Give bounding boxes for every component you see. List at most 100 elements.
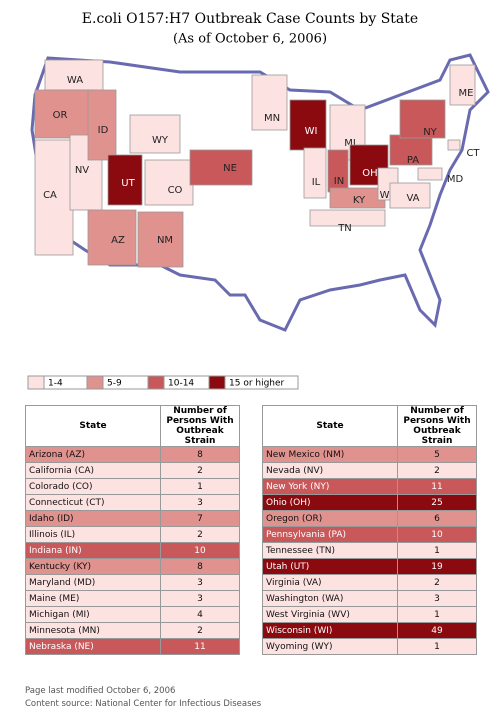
map: E.coli O157:H7 Outbreak Case Counts by S… [27,11,490,390]
state-cell: Wisconsin (WI) [262,622,398,639]
state-cell: Maryland (MD) [25,574,161,591]
table-row: Michigan (MI) 4 [25,606,240,623]
state-label: WI [305,126,318,137]
legend-label: 5-9 [107,379,122,389]
legend-label: 15 or higher [229,379,285,389]
table-row: Tennessee (TN) 1 [262,542,477,559]
state-shape [44,59,104,91]
state-shape [389,182,431,209]
count-cell: 25 [397,494,477,511]
state-shape [289,99,327,151]
count-cell: 1 [160,478,240,495]
state-cell: Wyoming (WY) [262,638,398,655]
state-cell: Colorado (CO) [25,478,161,495]
state-shape [399,99,446,139]
count-cell: 10 [160,542,240,559]
state-shape [309,209,386,227]
table-row: Idaho (ID) 7 [25,510,240,527]
state-shape [449,64,476,106]
state-shape [303,147,327,199]
state-cell: California (CA) [25,462,161,479]
legend-swatch [147,375,165,390]
title: E.coli O157:H7 Outbreak Case Counts by S… [82,11,418,27]
state-cell: Illinois (IL) [25,526,161,543]
state-cell: Ohio (OH) [262,494,398,511]
state-label: OR [53,110,68,121]
header-row: State Number of Persons With Outbreak Str… [262,405,477,447]
table-row: Indiana (IN) 10 [25,542,240,559]
state-shape [34,139,74,256]
state-cell: New York (NY) [262,478,398,495]
state-cell: Nebraska (NE) [25,638,161,655]
table-row: Virginia (VA) 2 [262,574,477,591]
state-label: ME [459,88,474,99]
table-row: Wyoming (WY) 1 [262,638,477,655]
state-label: CO [168,185,183,196]
legend-label: 10-14 [168,379,194,389]
state-label: NM [157,235,173,246]
state-label: UT [121,178,135,189]
state-label: MN [264,113,280,124]
count-cell: 10 [397,526,477,543]
state-cell: Indiana (IN) [25,542,161,559]
state-shape [107,154,143,206]
count-cell: 1 [397,542,477,559]
state-shape [251,74,288,131]
state-cell: Maine (ME) [25,590,161,607]
state-cell: Arizona (AZ) [25,446,161,463]
state-shape [87,209,137,266]
state-shape [137,211,184,268]
state-label: CT [466,148,480,159]
state-label: WY [152,135,169,146]
state-label: TN [337,223,352,234]
count-cell: 8 [160,558,240,575]
count-cell: 11 [160,638,240,655]
legend-label: 1-4 [48,379,63,389]
table-row: Ohio (OH) 25 [262,494,477,511]
state-cell: Utah (UT) [262,558,398,575]
table-row: Maryland (MD) 3 [25,574,240,591]
legend-swatch [208,375,226,390]
header-cell: Number of Persons With Outbreak Strain [160,405,240,447]
state-label: WA [67,75,83,86]
count-cell: 5 [397,446,477,463]
count-cell: 3 [160,494,240,511]
count-cell: 3 [160,590,240,607]
table-row: Nebraska (NE) 11 [25,638,240,655]
state-shape [129,114,181,154]
state-label: MD [447,174,464,185]
table-row: Illinois (IL) 2 [25,526,240,543]
table-row: Nevada (NV) 2 [262,462,477,479]
legend-box [224,375,299,390]
table-row: Maine (ME) 3 [25,590,240,607]
count-cell: 11 [397,478,477,495]
count-cell: 1 [397,606,477,623]
table-left: State Number of Persons With Outbreak Str… [25,405,240,655]
subtitle: (As of October 6, 2006) [173,32,327,47]
state-cell: Minnesota (MN) [25,622,161,639]
count-cell: 4 [160,606,240,623]
state-cell: Nevada (NV) [262,462,398,479]
count-cell: 3 [160,574,240,591]
table-row: West Virginia (WV) 1 [262,606,477,623]
legend-swatch [86,375,104,390]
table-row: New Mexico (NM) 5 [262,446,477,463]
state-label: IN [334,176,344,187]
state-cell: Idaho (ID) [25,510,161,527]
count-cell: 2 [160,526,240,543]
state-label: NE [223,163,237,174]
table-row: Wisconsin (WI) 49 [262,622,477,639]
state-cell: West Virginia (WV) [262,606,398,623]
table-row: California (CA) 2 [25,462,240,479]
table-row: Utah (UT) 19 [262,558,477,575]
table-row: Minnesota (MN) 2 [25,622,240,639]
state-label: AZ [111,235,125,246]
count-cell: 2 [397,462,477,479]
state-label: CA [43,190,57,201]
header-cell: State [262,405,398,447]
count-cell: 8 [160,446,240,463]
table-row: Colorado (CO) 1 [25,478,240,495]
table-row: Oregon (OR) 6 [262,510,477,527]
count-cell: 2 [397,574,477,591]
